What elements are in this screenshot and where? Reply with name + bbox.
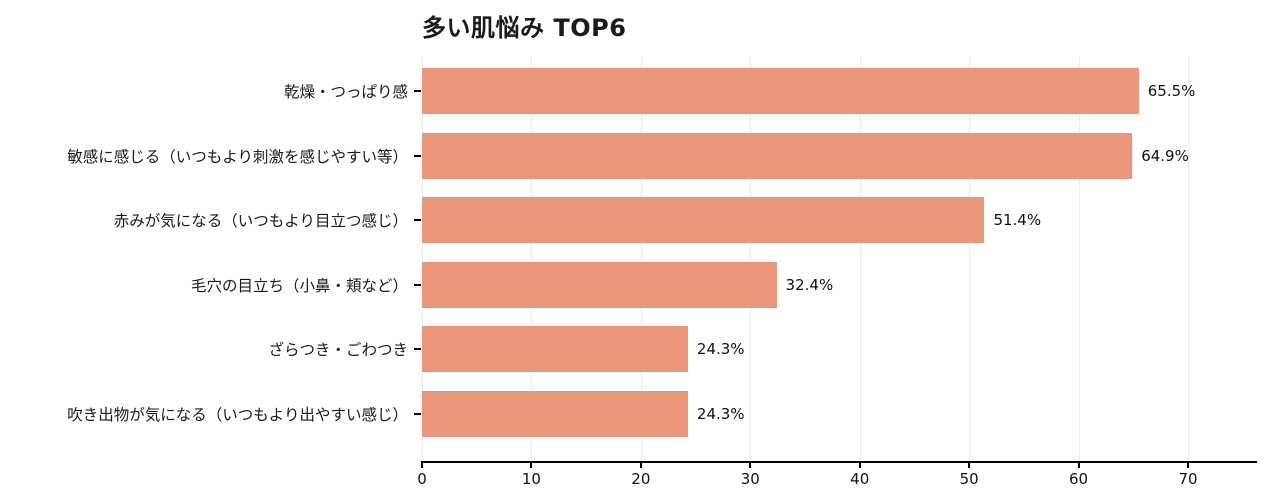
category-tick-mark — [414, 348, 421, 351]
category-tick-mark — [414, 154, 421, 157]
x-tick-mark — [639, 463, 642, 468]
gridline — [1078, 56, 1080, 462]
gridline — [531, 56, 533, 462]
x-tick-label: 60 — [1069, 470, 1089, 488]
category-label: 毛穴の目立ち（小鼻・頬など） — [190, 276, 408, 295]
x-tick-mark — [968, 463, 971, 468]
category-tick-mark — [414, 219, 421, 222]
value-label: 64.9% — [1141, 146, 1189, 165]
x-axis-line — [421, 461, 1257, 463]
bar — [422, 197, 985, 244]
category-label: 乾燥・つっぱり感 — [283, 83, 408, 101]
gridline — [422, 56, 423, 462]
category-label: 吹き出物が気になる（いつもより出やすい感じ） — [67, 406, 408, 424]
gridline — [1188, 56, 1189, 462]
bar — [422, 132, 1133, 179]
category-label: ざらつき・ごわつき — [268, 341, 408, 360]
category-label: 敏感に感じる（いつもより刺激を感じやすい等） — [67, 147, 408, 166]
chart-title: 多い肌悩み TOP6 — [422, 14, 627, 42]
value-label: 32.4% — [785, 275, 834, 294]
category-tick-mark — [414, 90, 421, 92]
bar — [422, 391, 688, 437]
value-label: 51.4% — [993, 211, 1042, 230]
x-tick-label: 20 — [631, 470, 651, 488]
x-tick-label: 70 — [1178, 470, 1198, 488]
x-tick-mark — [1077, 463, 1080, 468]
gridline — [750, 56, 752, 462]
value-label: 24.3% — [696, 405, 745, 423]
x-tick-mark — [530, 463, 533, 468]
gridline — [859, 56, 861, 462]
plot-area: 65.5% 64.9% 51.4% 32.4% 24.3% 24.3% — [422, 56, 1195, 462]
gridline — [640, 56, 642, 462]
x-tick-mark — [1187, 463, 1189, 468]
x-tick-label: 40 — [850, 470, 870, 488]
category-tick-mark — [414, 283, 421, 286]
x-tick-mark — [749, 463, 752, 468]
bar — [422, 68, 1139, 114]
x-tick-label: 10 — [521, 470, 541, 488]
value-label: 24.3% — [696, 340, 745, 359]
gridline — [969, 56, 971, 462]
x-tick-mark — [858, 463, 861, 468]
category-label: 赤みが気になる（いつもより目立つ感じ） — [113, 212, 408, 231]
x-tick-label: 50 — [959, 470, 979, 488]
category-tick-mark — [414, 413, 421, 415]
x-tick-label: 0 — [417, 470, 427, 488]
x-tick-label: 30 — [740, 470, 760, 488]
bar — [422, 261, 777, 308]
x-tick-mark — [421, 463, 423, 468]
bar — [422, 326, 688, 373]
value-label: 65.5% — [1147, 82, 1196, 100]
